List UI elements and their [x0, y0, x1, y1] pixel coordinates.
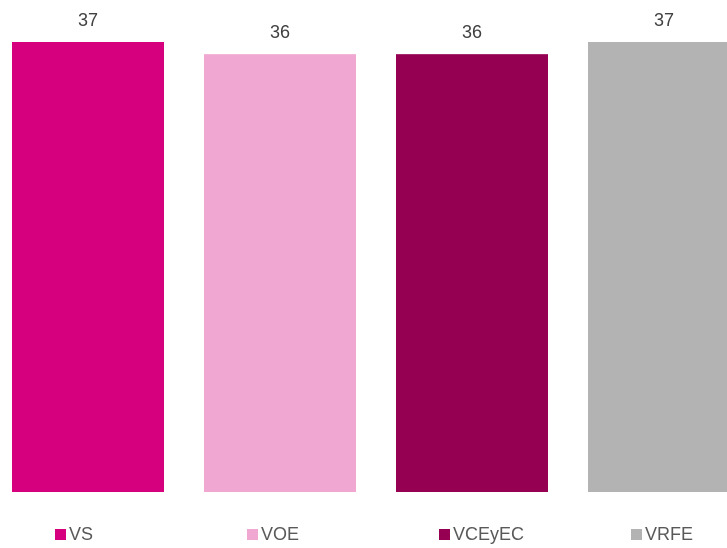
legend-label-vceyec: VCEyEC: [453, 524, 524, 544]
legend-swatch-vceyec: [439, 529, 450, 540]
data-label-voe: 36: [270, 22, 290, 42]
legend-swatch-voe: [247, 529, 258, 540]
bars-group: [12, 42, 727, 492]
data-label-vceyec: 36: [462, 22, 482, 42]
legend: VS VOE VCEyEC VRFE: [55, 524, 693, 544]
legend-swatch-vrfe: [631, 529, 642, 540]
bar-voe: [204, 54, 356, 492]
bar-vrfe: [588, 42, 727, 492]
legend-label-vs: VS: [69, 524, 93, 544]
legend-swatch-vs: [55, 529, 66, 540]
bar-vceyec: [396, 54, 548, 492]
data-labels-group: 37 36 36 37: [78, 10, 674, 42]
bar-vs: [12, 42, 164, 492]
legend-label-vrfe: VRFE: [645, 524, 693, 544]
data-label-vs: 37: [78, 10, 98, 30]
legend-label-voe: VOE: [261, 524, 299, 544]
data-label-vrfe: 37: [654, 10, 674, 30]
